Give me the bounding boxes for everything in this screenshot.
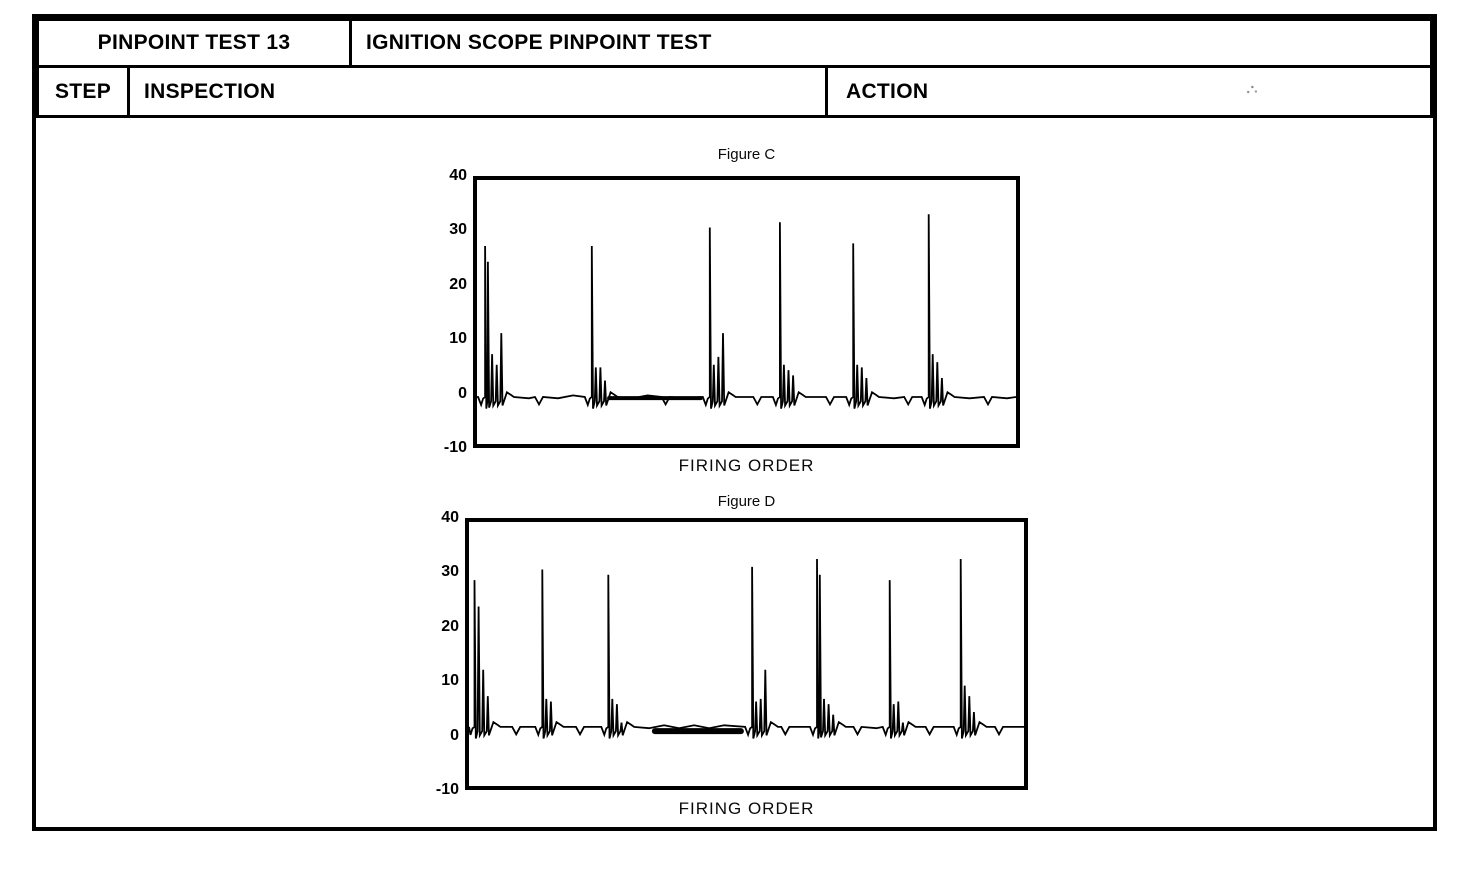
header-row-columns: STEP INSPECTION ACTION (36, 65, 1433, 118)
figure-d-ytick-10: 10 (441, 672, 459, 689)
figure-d-ytick-30: 30 (441, 563, 459, 580)
figure-c-ytick-m10: -10 (443, 439, 467, 456)
figure-c-ytick-0: 0 (458, 385, 467, 402)
test-number-label: PINPOINT TEST 13 (97, 31, 291, 54)
figure-c-plot (473, 176, 1020, 448)
figure-d-ytick-0: 0 (450, 727, 459, 744)
figure-d-x-axis-label: FIRING ORDER (678, 799, 815, 818)
figure-d-title: Figure D (717, 493, 776, 510)
inspection-column-header: INSPECTION (127, 65, 828, 118)
figure-d-waveform (469, 558, 1024, 739)
action-column-header: ACTION (825, 65, 1433, 118)
action-header-label: ACTION (846, 79, 929, 103)
step-header-label: STEP (54, 79, 112, 103)
figure-d-plot (465, 518, 1028, 790)
test-number-cell: PINPOINT TEST 13 (36, 18, 352, 68)
ignition-waveform-trace (477, 214, 1016, 409)
step-column-header: STEP (36, 65, 130, 118)
figure-c-title: Figure C (717, 146, 776, 163)
inspection-header-label: INSPECTION (144, 79, 276, 103)
figure-c-waveform (477, 214, 1016, 409)
ignition-waveform-trace (469, 558, 1024, 739)
figure-c-x-axis-label: FIRING ORDER (678, 456, 815, 475)
figure-c-ytick-30: 30 (449, 221, 467, 238)
test-title-label: IGNITION SCOPE PINPOINT TEST (366, 31, 712, 54)
figure-c-ytick-20: 20 (449, 276, 467, 293)
header-row-title: PINPOINT TEST 13 IGNITION SCOPE PINPOINT… (36, 18, 1433, 68)
figure-d-ytick-20: 20 (441, 618, 459, 635)
figure-c-ytick-40: 40 (449, 167, 467, 184)
test-title-cell: IGNITION SCOPE PINPOINT TEST (349, 18, 1433, 68)
scan-artifact-speck (1244, 84, 1258, 94)
figure-d-ytick-40: 40 (441, 509, 459, 526)
figure-c-ytick-10: 10 (449, 330, 467, 347)
pinpoint-test-frame: PINPOINT TEST 13 IGNITION SCOPE PINPOINT… (32, 14, 1437, 831)
figure-d-ytick-m10: -10 (435, 781, 459, 798)
